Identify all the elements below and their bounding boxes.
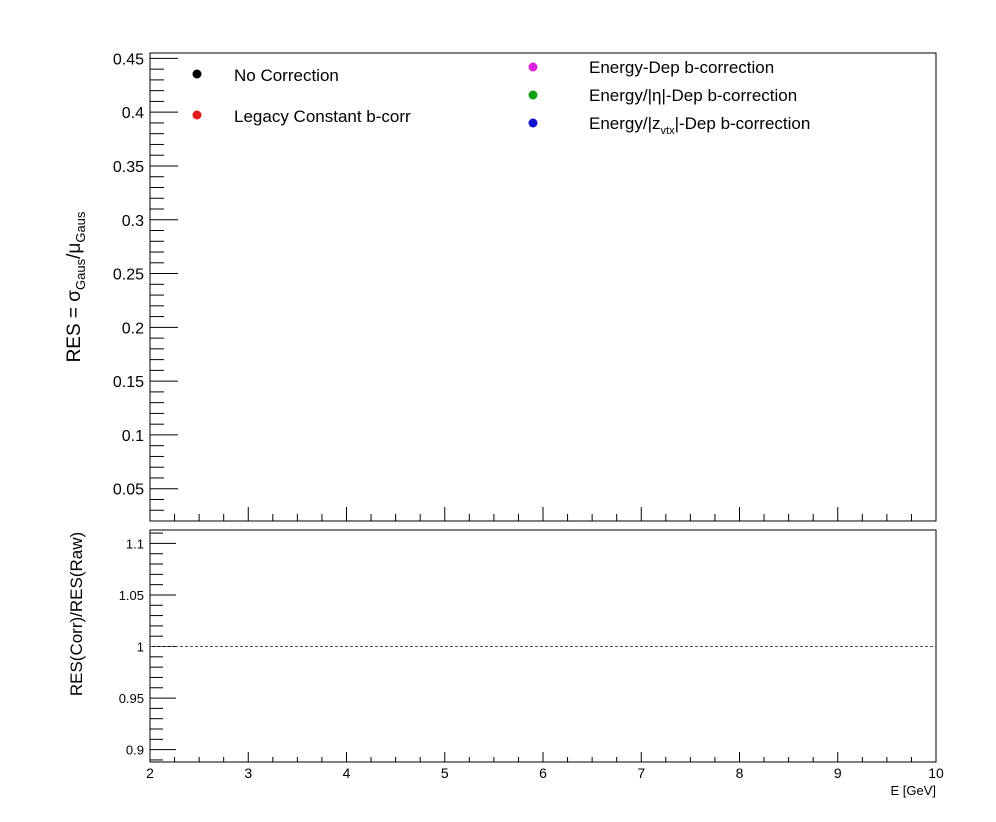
- x-tick-label: 7: [637, 765, 645, 781]
- x-tick-label: 8: [736, 765, 744, 781]
- legend-label: Legacy Constant b-corr: [234, 107, 411, 126]
- top-y-tick-label: 0.25: [113, 267, 144, 284]
- top-y-tick-label: 0.35: [113, 159, 144, 176]
- bottom-plot-frame: [149, 529, 937, 763]
- bottom-y-tick-label: 0.9: [126, 743, 144, 758]
- bottom-x-axis: 2 3 4 5 6 7 8 9 10: [146, 752, 944, 781]
- bottom-y-tick-label: 1.05: [119, 588, 144, 603]
- top-y-axis: 0.05 0.1 0.15 0.2 0.25 0.3 0.35 0.4 0.45: [113, 51, 178, 522]
- x-tick-label: 3: [244, 765, 252, 781]
- top-y-tick-label: 0.15: [113, 374, 144, 391]
- legend: No Correction Legacy Constant b-corr Energ…: [192, 58, 810, 137]
- legend-label: Energy/|η|-Dep b-correction: [589, 86, 797, 105]
- legend-label: No Correction: [234, 66, 339, 85]
- legend-marker: [192, 69, 202, 79]
- top-y-tick-label: 0.45: [113, 51, 144, 68]
- bottom-y-axis: 0.9 0.95 1 1.05 1.1: [119, 532, 176, 761]
- bottom-y-tick-label: 1.1: [126, 536, 144, 551]
- top-y-tick-label: 0.2: [122, 320, 144, 337]
- bottom-y-tick-label: 0.95: [119, 691, 144, 706]
- top-x-axis-ticks: [149, 507, 937, 521]
- top-y-tick-label: 0.4: [122, 105, 144, 122]
- legend-marker: [528, 90, 538, 100]
- bottom-panel: 0.9 0.95 1 1.05 1.1 2 3 4 5 6 7 8 9 10 RES(Corr)/RES…: [67, 529, 944, 798]
- x-tick-label: 9: [834, 765, 842, 781]
- x-tick-label: 2: [146, 765, 154, 781]
- x-tick-label: 10: [928, 765, 944, 781]
- legend-marker: [528, 118, 538, 128]
- legend-label: Energy-Dep b-correction: [589, 58, 774, 77]
- top-panel: 0.05 0.1 0.15 0.2 0.25 0.3 0.35 0.4 0.45 RES = σ…: [64, 51, 937, 522]
- bottom-y-axis-label: RES(Corr)/RES(Raw): [67, 532, 86, 696]
- legend-marker: [528, 62, 538, 72]
- top-y-tick-label: 0.3: [122, 213, 144, 230]
- top-y-tick-label: 0.1: [122, 428, 144, 445]
- bottom-y-tick-label: 1: [137, 640, 144, 655]
- x-tick-label: 4: [343, 765, 351, 781]
- x-tick-label: 6: [539, 765, 547, 781]
- x-axis-label: E [GeV]: [890, 783, 936, 798]
- top-y-axis-label: RES = σGaus/μGaus: [64, 211, 88, 362]
- legend-label: Energy/|zvtx|-Dep b-correction: [589, 114, 810, 137]
- legend-marker: [192, 110, 202, 120]
- top-y-tick-label: 0.05: [113, 482, 144, 499]
- x-tick-label: 5: [441, 765, 449, 781]
